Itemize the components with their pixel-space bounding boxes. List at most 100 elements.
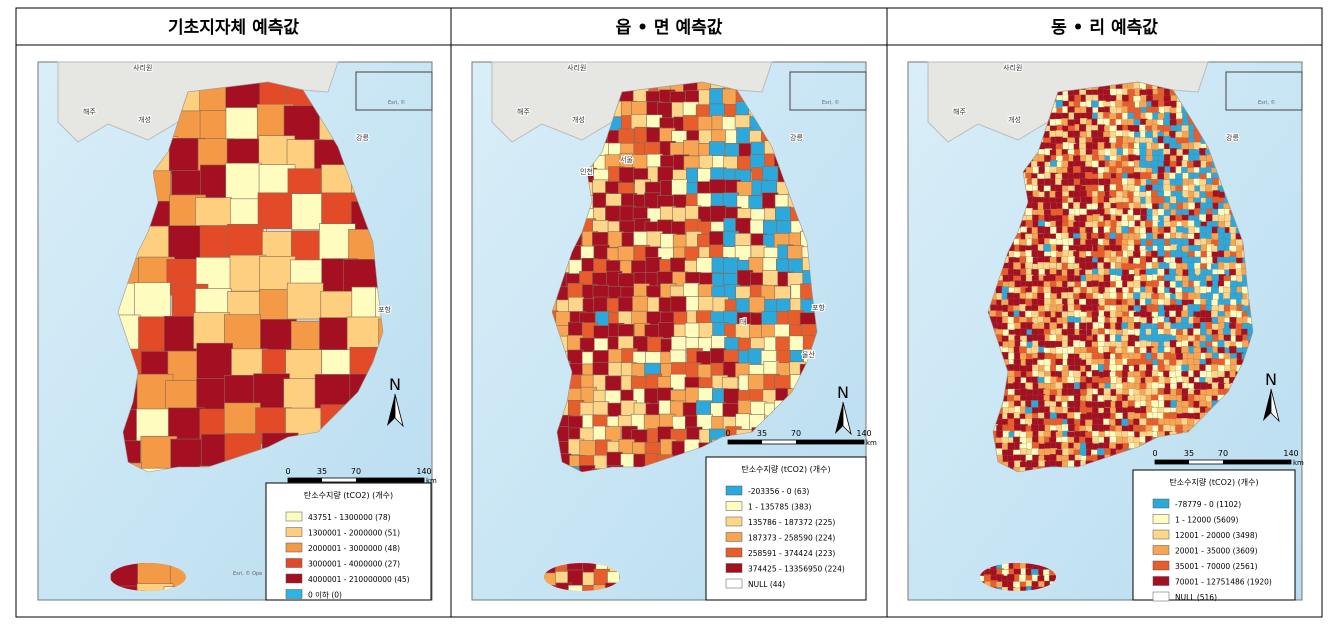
region: [1122, 304, 1129, 311]
region: [1073, 202, 1080, 209]
region: [1193, 160, 1200, 167]
panel-title: 동 • 리 예측값: [1051, 18, 1158, 38]
region: [632, 296, 648, 312]
region: [1080, 382, 1087, 389]
place-label: 서울: [620, 155, 633, 164]
region: [1062, 370, 1069, 377]
scale-tick: 140: [856, 429, 871, 438]
region: [1134, 322, 1141, 329]
region: [1032, 346, 1039, 353]
place-label: 강릉: [790, 133, 803, 142]
region: [1164, 322, 1171, 329]
region: [1020, 329, 1027, 336]
region: [1080, 233, 1087, 240]
scale-bar: [356, 478, 424, 482]
place-label: 사리원: [567, 63, 586, 72]
region: [749, 297, 765, 313]
region: [647, 231, 663, 247]
scale-bar: [728, 440, 762, 444]
region: [1212, 178, 1219, 185]
legend-label: 258591 - 374424 (223): [748, 549, 835, 558]
region: [1062, 424, 1069, 431]
region: [1127, 346, 1134, 353]
legend-label: 4000001 - 210000000 (45): [308, 575, 410, 584]
region: [1085, 340, 1092, 347]
region: [1140, 148, 1147, 155]
region: [1133, 425, 1140, 432]
region: [1212, 382, 1219, 389]
region: [134, 283, 170, 319]
region: [1074, 412, 1081, 419]
region: [1218, 340, 1225, 347]
inset-credit: Esri, ©: [822, 99, 839, 106]
region: [1062, 448, 1069, 455]
legend-title: 탄소수지량 (tCO2) (개수): [741, 464, 830, 474]
inset-credit: Esri, ©: [388, 99, 405, 106]
region: [1193, 352, 1200, 359]
region: [996, 431, 1003, 438]
region: [709, 142, 725, 158]
region: [748, 374, 764, 390]
region: [1163, 118, 1170, 125]
region: [1086, 274, 1093, 281]
legend-swatch: [286, 574, 302, 583]
place-label: 포항: [812, 303, 825, 312]
region: [1115, 262, 1122, 269]
region: [1104, 250, 1111, 257]
legend-swatch: [726, 564, 742, 573]
region: [1116, 136, 1123, 143]
panel-title: 기초지자체 예측값: [168, 18, 299, 38]
region: [1098, 299, 1105, 306]
region: [1206, 214, 1213, 221]
scale-tick: 70: [351, 467, 361, 476]
region: [580, 441, 596, 457]
region: [605, 376, 621, 392]
region: [1044, 376, 1051, 383]
region: [1236, 335, 1243, 342]
region: [1026, 292, 1033, 299]
region: [226, 108, 262, 144]
region: [1116, 280, 1123, 287]
region: [1157, 196, 1164, 203]
region: [724, 389, 740, 405]
region: [1091, 101, 1098, 108]
legend-title: 탄소수지량 (tCO2) (개수): [304, 490, 393, 500]
region: [1236, 239, 1243, 246]
place-label: 포항: [378, 305, 391, 314]
region: [1008, 340, 1015, 347]
legend-box: [706, 457, 866, 600]
region: [568, 297, 584, 313]
region: [1050, 160, 1057, 167]
region: [723, 258, 739, 274]
place-label: 해주: [517, 107, 530, 116]
region: [1176, 406, 1183, 413]
region: [1133, 280, 1140, 287]
region: [763, 271, 779, 287]
region: [1025, 311, 1032, 318]
region: [1073, 238, 1080, 245]
region: [1085, 245, 1092, 252]
region: [1188, 394, 1195, 401]
region: [1056, 130, 1063, 137]
region: [1067, 359, 1074, 366]
region: [685, 323, 701, 339]
region: [1067, 388, 1074, 395]
legend-swatch: [726, 533, 742, 542]
region: [1056, 100, 1063, 107]
region: [1145, 113, 1152, 120]
place-label: 대: [740, 318, 746, 326]
region: [169, 226, 205, 262]
region: [1055, 382, 1062, 389]
region: [1140, 292, 1147, 299]
region: [1079, 124, 1086, 131]
region: [226, 163, 262, 199]
north-label: N: [837, 383, 849, 402]
region: [1194, 382, 1201, 389]
region: [1212, 215, 1219, 222]
region: [1122, 226, 1129, 233]
region: [1194, 370, 1201, 377]
region: [776, 337, 792, 353]
credit: Esri, © Ope: [233, 570, 262, 577]
region: [737, 182, 753, 198]
